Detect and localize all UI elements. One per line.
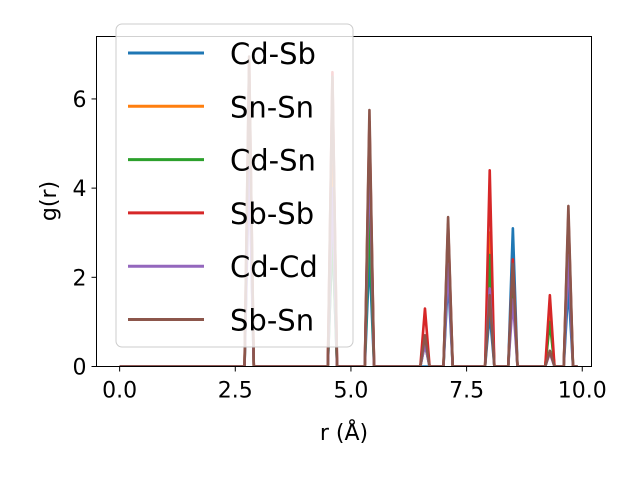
legend-label-cd-sb: Cd-Sb (230, 37, 316, 71)
y-tick-label: 4 (73, 177, 87, 202)
legend-box (115, 23, 354, 348)
y-axis: 0 2 4 6 (73, 88, 97, 381)
x-tick-label: 5.0 (333, 379, 368, 404)
x-axis-label: r (Å) (320, 419, 368, 446)
y-tick-label: 2 (73, 266, 87, 291)
legend-label-sb-sn: Sb-Sn (230, 304, 314, 338)
legend-label-sn-sn: Sn-Sn (230, 90, 314, 124)
x-tick-label: 7.5 (449, 379, 484, 404)
legend-label-sb-sb: Sb-Sb (230, 197, 314, 231)
y-axis-label: g(r) (37, 181, 62, 221)
y-tick-label: 0 (73, 356, 87, 381)
x-tick-label: 10.0 (558, 379, 607, 404)
legend: Cd-Sb Sn-Sn Cd-Sn Sb-Sb Cd-Cd Sb-Sn (115, 23, 354, 348)
legend-label-cd-sn: Cd-Sn (230, 144, 316, 178)
x-axis: 0.0 2.5 5.0 7.5 10.0 (102, 366, 607, 404)
x-tick-label: 0.0 (102, 379, 137, 404)
y-tick-label: 6 (73, 88, 87, 113)
legend-label-cd-cd: Cd-Cd (230, 250, 318, 284)
x-tick-label: 2.5 (218, 379, 253, 404)
